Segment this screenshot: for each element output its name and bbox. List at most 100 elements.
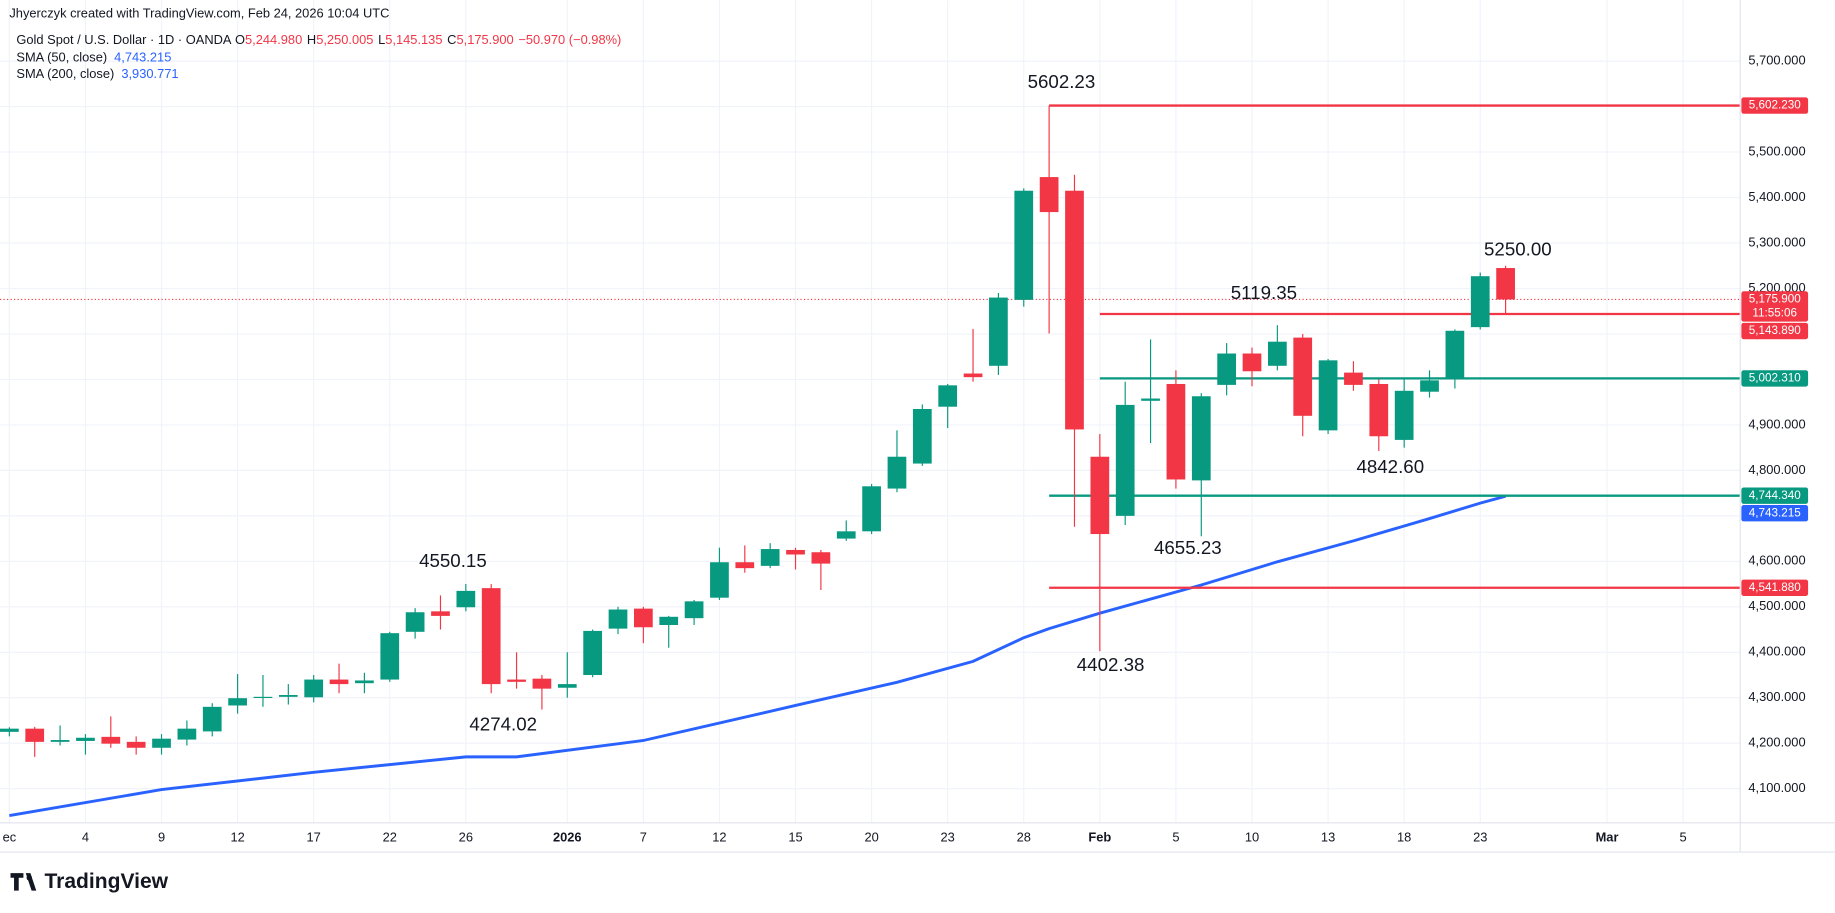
candle-body <box>431 611 450 616</box>
y-tick-label: 4,400.000 <box>1748 644 1805 659</box>
ohlc-key: H <box>307 32 316 47</box>
candle-body <box>836 531 856 539</box>
candle-body <box>1014 190 1034 300</box>
candle-body <box>1115 404 1135 516</box>
candle-body <box>1445 330 1465 379</box>
candle-body <box>912 408 932 464</box>
candle-body <box>1039 177 1059 213</box>
ohlc-key: C <box>447 32 456 47</box>
price-label: 5,143.890 <box>1749 324 1801 337</box>
candle-body <box>1191 396 1211 481</box>
ohlc-value: 5,250.005 <box>316 32 373 47</box>
candle-body <box>152 738 171 748</box>
candle-body <box>532 678 552 689</box>
candle-body <box>811 552 831 564</box>
y-tick-label: 5,200.000 <box>1748 280 1805 295</box>
candle-body <box>862 486 881 532</box>
candle-body <box>355 680 374 684</box>
price-label-box <box>1741 291 1809 322</box>
y-tick-label: 4,200.000 <box>1748 735 1805 750</box>
candle-body <box>938 385 958 407</box>
candle-body <box>177 728 197 740</box>
price-label: 5,002.310 <box>1749 371 1801 384</box>
candle-body <box>228 698 247 706</box>
candle-body <box>659 616 679 625</box>
candle-body <box>735 562 755 569</box>
annotation: 5119.35 <box>1231 282 1297 303</box>
price-label-box <box>1741 370 1809 387</box>
sma-value: 3,930.771 <box>121 66 178 81</box>
price-label: 5,175.900 <box>1749 293 1801 306</box>
candle-body <box>608 609 628 629</box>
y-tick-label: 4,800.000 <box>1748 462 1805 477</box>
price-label-box <box>1741 322 1809 340</box>
candle-body <box>507 679 526 682</box>
candle-body <box>405 612 425 632</box>
x-tick-label: 17 <box>307 829 321 844</box>
ohlc-value: 5,145.135 <box>385 32 442 47</box>
x-tick-label: 7 <box>640 829 647 844</box>
author: Jhyerczyk created with TradingView.com, … <box>9 6 389 21</box>
candle-body <box>1420 380 1439 392</box>
x-tick-label: 23 <box>941 829 955 844</box>
x-tick-label: 10 <box>1245 829 1259 844</box>
legend-line: Gold Spot / U.S. Dollar · 1D · OANDA O5,2… <box>16 32 621 47</box>
candle-body <box>202 706 222 732</box>
candle-body <box>1344 372 1363 385</box>
price-label-box <box>1741 579 1809 596</box>
candle-body <box>1267 341 1287 366</box>
candle-body <box>126 741 146 748</box>
x-tick-label: ec <box>3 829 17 844</box>
candle-body <box>710 562 729 598</box>
axis: 4,100.000 4,200.000 4,300.000 4,400.000 4,50… <box>0 0 1835 853</box>
x-tick-label: 28 <box>1017 829 1031 844</box>
ohlc-value: 5,244.980 <box>245 32 302 47</box>
candle-body <box>329 679 349 685</box>
candle-body <box>304 679 324 698</box>
candle-body <box>557 684 577 688</box>
x-tick-label: Mar <box>1596 829 1619 844</box>
candle-body <box>760 549 780 566</box>
annotation: 5602.23 <box>1028 71 1096 92</box>
candle-body <box>1242 353 1262 372</box>
change: −50.970 (−0.98%) <box>518 32 621 47</box>
candle-body <box>1318 360 1338 431</box>
candle-body <box>1496 268 1515 300</box>
ohlc-key: O <box>235 32 245 47</box>
candle-body <box>684 601 704 619</box>
candle-body <box>25 728 45 742</box>
logo-dot <box>26 875 32 881</box>
candle-body <box>633 608 653 628</box>
logo: TradingView <box>10 870 169 893</box>
price-label-box <box>1741 97 1809 114</box>
y-tick-label: 5,700.000 <box>1748 53 1805 68</box>
x-tick-label: 4 <box>82 829 89 844</box>
candle-body <box>786 549 805 555</box>
sma50-legend: SMA (50, close) 4,743.215 <box>16 50 171 65</box>
candle-body <box>1065 190 1084 430</box>
candle-body <box>253 696 273 699</box>
y-tick-label: 5,500.000 <box>1748 143 1805 158</box>
price-label: 5,602.230 <box>1749 99 1801 112</box>
candle-body <box>1217 353 1237 385</box>
candle-body <box>963 373 983 378</box>
price-label-box <box>1741 505 1809 522</box>
y-tick-label: 4,600.000 <box>1748 553 1805 568</box>
candle-body <box>989 297 1008 366</box>
candle-body <box>1394 390 1414 440</box>
price-label: 4,541.880 <box>1749 581 1801 594</box>
x-tick-label: 13 <box>1321 829 1335 844</box>
candle-body <box>1293 337 1313 416</box>
sma200-legend: SMA (200, close) 3,930.771 <box>16 66 178 81</box>
candle-body <box>76 737 95 741</box>
countdown: 11:55:06 <box>1752 307 1797 320</box>
x-tick-label: 2026 <box>553 829 582 844</box>
y-tick-label: 4,900.000 <box>1748 416 1805 431</box>
sma-value: 4,743.215 <box>114 50 171 65</box>
ohlc-key: L <box>378 32 385 47</box>
candle-body <box>278 695 298 697</box>
ohlc-value: 5,175.900 <box>456 32 513 47</box>
x-tick-label: 23 <box>1473 829 1487 844</box>
